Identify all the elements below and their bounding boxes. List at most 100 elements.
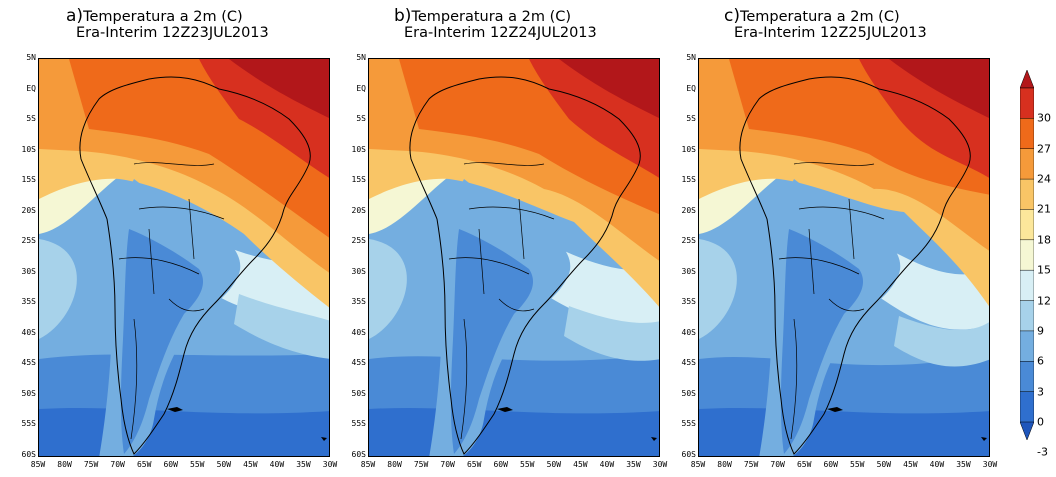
lon-label: 40W — [599, 460, 615, 469]
lat-label: 20S — [681, 205, 696, 215]
lat-label: 60S — [21, 449, 36, 459]
lat-label: 15S — [681, 175, 696, 184]
lon-label: 45W — [243, 460, 258, 469]
colorbar-tick-label: 9 — [1037, 324, 1044, 338]
lat-label: 30S — [21, 266, 36, 276]
lon-label: 30W — [982, 460, 998, 469]
colorbar-tick-label: 0 — [1037, 415, 1044, 429]
lon-label: 60W — [163, 460, 178, 469]
lon-label: 50W — [876, 460, 892, 469]
lon-label: 30W — [652, 460, 668, 469]
lat-label: 35S — [351, 297, 366, 306]
lat-label: 25S — [681, 236, 696, 245]
lat-label: 5S — [356, 114, 366, 123]
lon-label: 60W — [493, 460, 508, 469]
panel-title: a)Temperatura a 2m (C) Era-Interim 12Z23J… — [66, 6, 269, 42]
lon-label: 65W — [136, 460, 152, 469]
lon-label: 75W — [83, 460, 99, 469]
colorbar-tick-label: 24 — [1037, 172, 1051, 186]
panel-title: c)Temperatura a 2m (C) Era-Interim 12Z25J… — [724, 6, 927, 42]
map-panel-1: b)Temperatura a 2m (C) Era-Interim 12Z24J… — [330, 0, 668, 477]
panel-subtitle: Era-Interim 12Z25JUL2013 — [734, 25, 927, 41]
panel-title-text: Temperatura a 2m (C) — [739, 9, 900, 25]
temperature-map — [38, 58, 330, 457]
panel-title-text: Temperatura a 2m (C) — [83, 9, 243, 25]
lon-label: 40W — [929, 460, 945, 469]
lat-label: EQ — [356, 83, 366, 93]
colorbar-tick-label: 30 — [1037, 111, 1051, 125]
lat-label: 10S — [21, 144, 36, 154]
lat-label: 60S — [351, 449, 366, 459]
lat-label: 35S — [681, 297, 696, 306]
lat-label: 40S — [681, 327, 696, 337]
lat-label: 30S — [351, 266, 366, 276]
lat-label: 50S — [681, 388, 696, 398]
lat-label: 10S — [681, 144, 696, 154]
lon-label: 40W — [269, 460, 285, 469]
lat-label: 25S — [351, 236, 366, 245]
panel-title: b)Temperatura a 2m (C) Era-Interim 12Z24J… — [394, 6, 597, 42]
lat-label: 50S — [351, 388, 366, 398]
panel-letter: a) — [66, 6, 84, 26]
lon-label: 50W — [546, 460, 562, 469]
lon-label: 35W — [956, 460, 971, 469]
lat-label: 50S — [21, 388, 36, 398]
lon-label: 60W — [823, 460, 838, 469]
lat-label: 5S — [686, 114, 696, 123]
lon-label: 55W — [520, 460, 535, 469]
lon-label: 70W — [440, 460, 455, 469]
map-panel-2: c)Temperatura a 2m (C) Era-Interim 12Z25J… — [660, 0, 998, 477]
colorbar-tick-label: 21 — [1037, 202, 1051, 216]
lon-label: 55W — [190, 460, 205, 469]
lat-label: 5S — [26, 114, 36, 123]
lon-label: 70W — [770, 460, 785, 469]
panel-subtitle: Era-Interim 12Z24JUL2013 — [404, 25, 597, 41]
panel-letter: c) — [724, 6, 740, 26]
temperature-map — [698, 58, 990, 457]
lon-label: 50W — [216, 460, 232, 469]
lon-label: 65W — [796, 460, 812, 469]
lat-label: 15S — [21, 175, 36, 184]
lon-label: 80W — [717, 460, 732, 469]
lat-label: EQ — [686, 83, 696, 93]
lon-label: 45W — [903, 460, 918, 469]
lon-label: 45W — [573, 460, 588, 469]
lat-label: 35S — [21, 297, 36, 306]
lat-label: 45S — [21, 358, 36, 367]
lon-label: 30W — [322, 460, 338, 469]
panel-subtitle: Era-Interim 12Z23JUL2013 — [76, 25, 269, 41]
panel-title-text: Temperatura a 2m (C) — [411, 9, 572, 25]
lon-label: 85W — [690, 460, 706, 469]
lat-label: 55S — [21, 419, 36, 428]
panel-letter: b) — [394, 6, 412, 26]
lat-label: 5N — [26, 53, 36, 62]
lon-label: 75W — [743, 460, 759, 469]
colorbar-tick-label: -3 — [1037, 445, 1048, 459]
lat-label: 55S — [351, 419, 366, 428]
colorbar-tick-label: 27 — [1037, 142, 1051, 156]
lat-label: 15S — [351, 175, 366, 184]
lon-label: 35W — [296, 460, 311, 469]
lat-label: 10S — [351, 144, 366, 154]
lat-label: 55S — [681, 419, 696, 428]
lat-label: 25S — [21, 236, 36, 245]
lat-label: 5N — [356, 53, 366, 62]
lon-label: 70W — [110, 460, 125, 469]
lon-label: 75W — [413, 460, 429, 469]
colorbar-tick-label: 12 — [1037, 294, 1051, 308]
lon-label: 85W — [30, 460, 46, 469]
lon-label: 35W — [626, 460, 641, 469]
lat-label: 45S — [681, 358, 696, 367]
lon-label: 80W — [387, 460, 402, 469]
lat-label: 40S — [21, 327, 36, 337]
temperature-map — [368, 58, 660, 457]
lat-label: EQ — [26, 83, 36, 93]
lon-label: 80W — [57, 460, 72, 469]
lon-label: 85W — [360, 460, 376, 469]
map-panel-0: a)Temperatura a 2m (C) Era-Interim 12Z23J… — [0, 0, 338, 477]
lon-label: 55W — [850, 460, 865, 469]
colorbar — [1019, 69, 1035, 441]
lat-label: 20S — [351, 205, 366, 215]
colorbar-tick-label: 6 — [1037, 354, 1044, 368]
colorbar-tick-label: 3 — [1037, 385, 1044, 399]
